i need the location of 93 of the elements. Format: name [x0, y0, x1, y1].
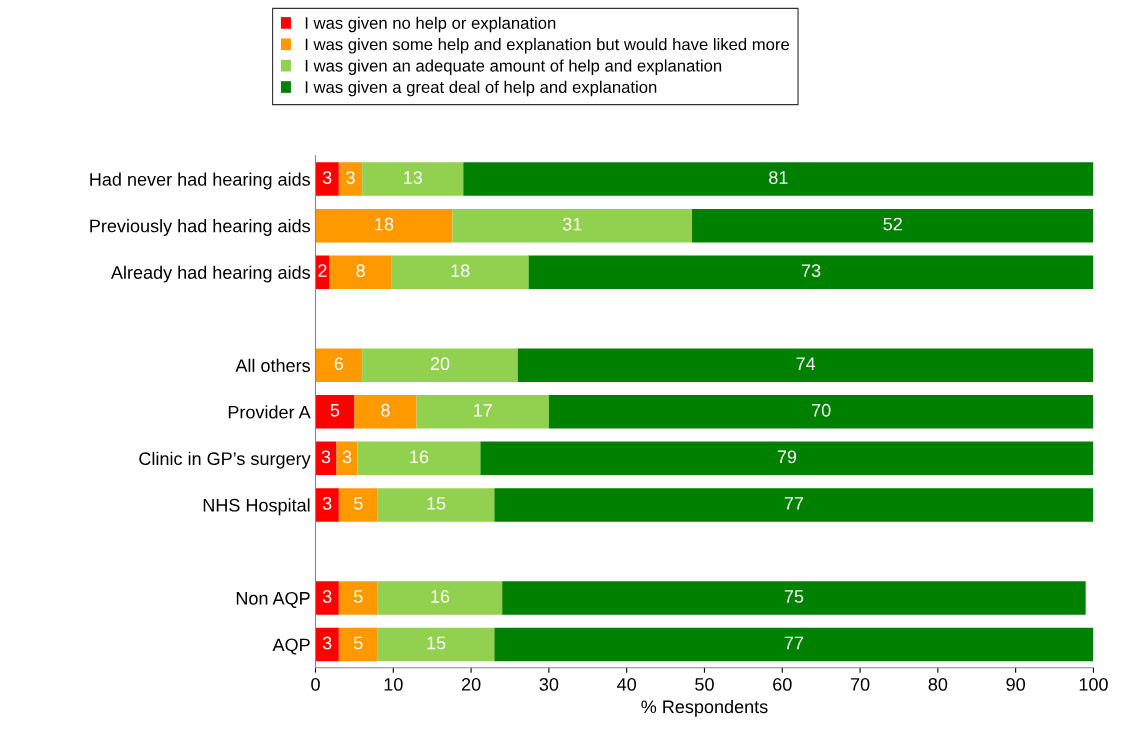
y-tick-label: Already had hearing aids — [110, 265, 310, 283]
data-label: 3 — [322, 590, 332, 603]
bar — [416, 395, 549, 429]
x-tick-label: 90 — [1006, 678, 1025, 691]
data-label: 73 — [801, 264, 821, 278]
data-label: 5 — [353, 497, 363, 510]
bar — [338, 162, 363, 196]
bar — [517, 348, 1094, 383]
bar — [502, 581, 1086, 615]
bar — [548, 395, 1094, 429]
data-label: 8 — [381, 403, 390, 417]
data-label: 3 — [342, 450, 352, 464]
legend-label: I was given some help and explanation but would have liked more — [305, 38, 790, 54]
bar — [315, 348, 363, 383]
x-tick-label: 60 — [773, 678, 792, 691]
x-tick-label: 10 — [384, 678, 403, 691]
bar — [377, 488, 495, 522]
bar — [528, 255, 1094, 289]
bar — [692, 208, 1094, 243]
x-tick-label: 30 — [539, 678, 559, 691]
legend-label: I was given no help or explanation — [305, 16, 556, 33]
data-label: 16 — [431, 590, 450, 603]
y-tick-label: AQP — [272, 638, 310, 655]
y-tick-label: Non AQP — [236, 591, 310, 608]
data-label: 5 — [353, 590, 363, 603]
x-tick-label: 20 — [461, 678, 481, 691]
bar — [315, 395, 355, 429]
bar — [315, 208, 453, 243]
bar — [315, 441, 337, 476]
bar — [391, 255, 529, 289]
y-tick-label: Clinic in GP’s surgery — [139, 451, 311, 469]
legend-label: I was given an adequate amount of help and explanation — [305, 59, 722, 75]
data-label: 70 — [812, 403, 831, 417]
data-label: 5 — [353, 636, 363, 650]
bar — [315, 627, 339, 662]
legend-label: I was given a great deal of help and explanation — [305, 80, 657, 97]
bar — [463, 162, 1094, 196]
data-label: 3 — [321, 450, 331, 464]
bar — [315, 581, 339, 615]
data-label: 20 — [430, 357, 450, 371]
bar — [494, 627, 1094, 662]
bar — [329, 255, 392, 289]
bar — [338, 627, 378, 662]
bar — [494, 488, 1094, 522]
y-tick-label: All others — [235, 358, 310, 372]
x-tick-label: 100 — [1079, 678, 1108, 691]
data-label: 77 — [784, 636, 804, 650]
data-label: 18 — [451, 264, 470, 278]
y-tick-label: Had never had hearing aids — [90, 172, 311, 190]
bar — [315, 488, 339, 522]
bar — [336, 441, 358, 476]
bar — [315, 162, 339, 196]
data-label: 3 — [322, 496, 332, 510]
bar — [480, 441, 1094, 476]
bar — [362, 348, 518, 383]
data-label: 81 — [769, 171, 788, 184]
data-label: 18 — [375, 217, 394, 231]
data-label: 3 — [346, 171, 355, 184]
data-label: 3 — [322, 636, 332, 650]
data-label: 77 — [784, 497, 804, 510]
bar — [377, 581, 503, 615]
data-label: 17 — [474, 404, 492, 417]
data-label: 75 — [784, 590, 804, 603]
data-label: 8 — [356, 264, 365, 278]
bar — [362, 162, 464, 196]
data-label: 6 — [334, 357, 344, 371]
x-tick-label: 40 — [617, 678, 637, 691]
data-label: 79 — [777, 450, 797, 464]
y-tick-label: NHS Hospital — [203, 498, 310, 516]
data-label: 3 — [322, 171, 332, 184]
data-label: 16 — [410, 450, 429, 464]
bar — [377, 627, 495, 662]
data-label: 52 — [883, 217, 902, 231]
data-label: 5 — [330, 404, 340, 417]
y-tick-label: Previously had hearing aids — [90, 219, 310, 236]
x-tick-label: 0 — [311, 678, 320, 691]
bar — [338, 581, 378, 615]
data-label: 74 — [796, 357, 816, 370]
bar — [338, 488, 378, 522]
bar — [315, 255, 330, 289]
bar — [452, 208, 693, 243]
data-label: 31 — [562, 217, 582, 231]
bar — [357, 441, 481, 476]
x-tick-label: 50 — [695, 678, 714, 691]
data-label: 15 — [427, 636, 446, 650]
x-axis-title: % Respondents — [641, 699, 768, 717]
bar — [354, 395, 417, 429]
data-label: 13 — [404, 171, 422, 184]
y-tick-label: Provider A — [228, 405, 311, 419]
x-tick-label: 70 — [850, 678, 870, 691]
data-label: 15 — [427, 497, 446, 510]
data-label: 2 — [318, 264, 327, 277]
x-tick-label: 80 — [928, 678, 948, 691]
